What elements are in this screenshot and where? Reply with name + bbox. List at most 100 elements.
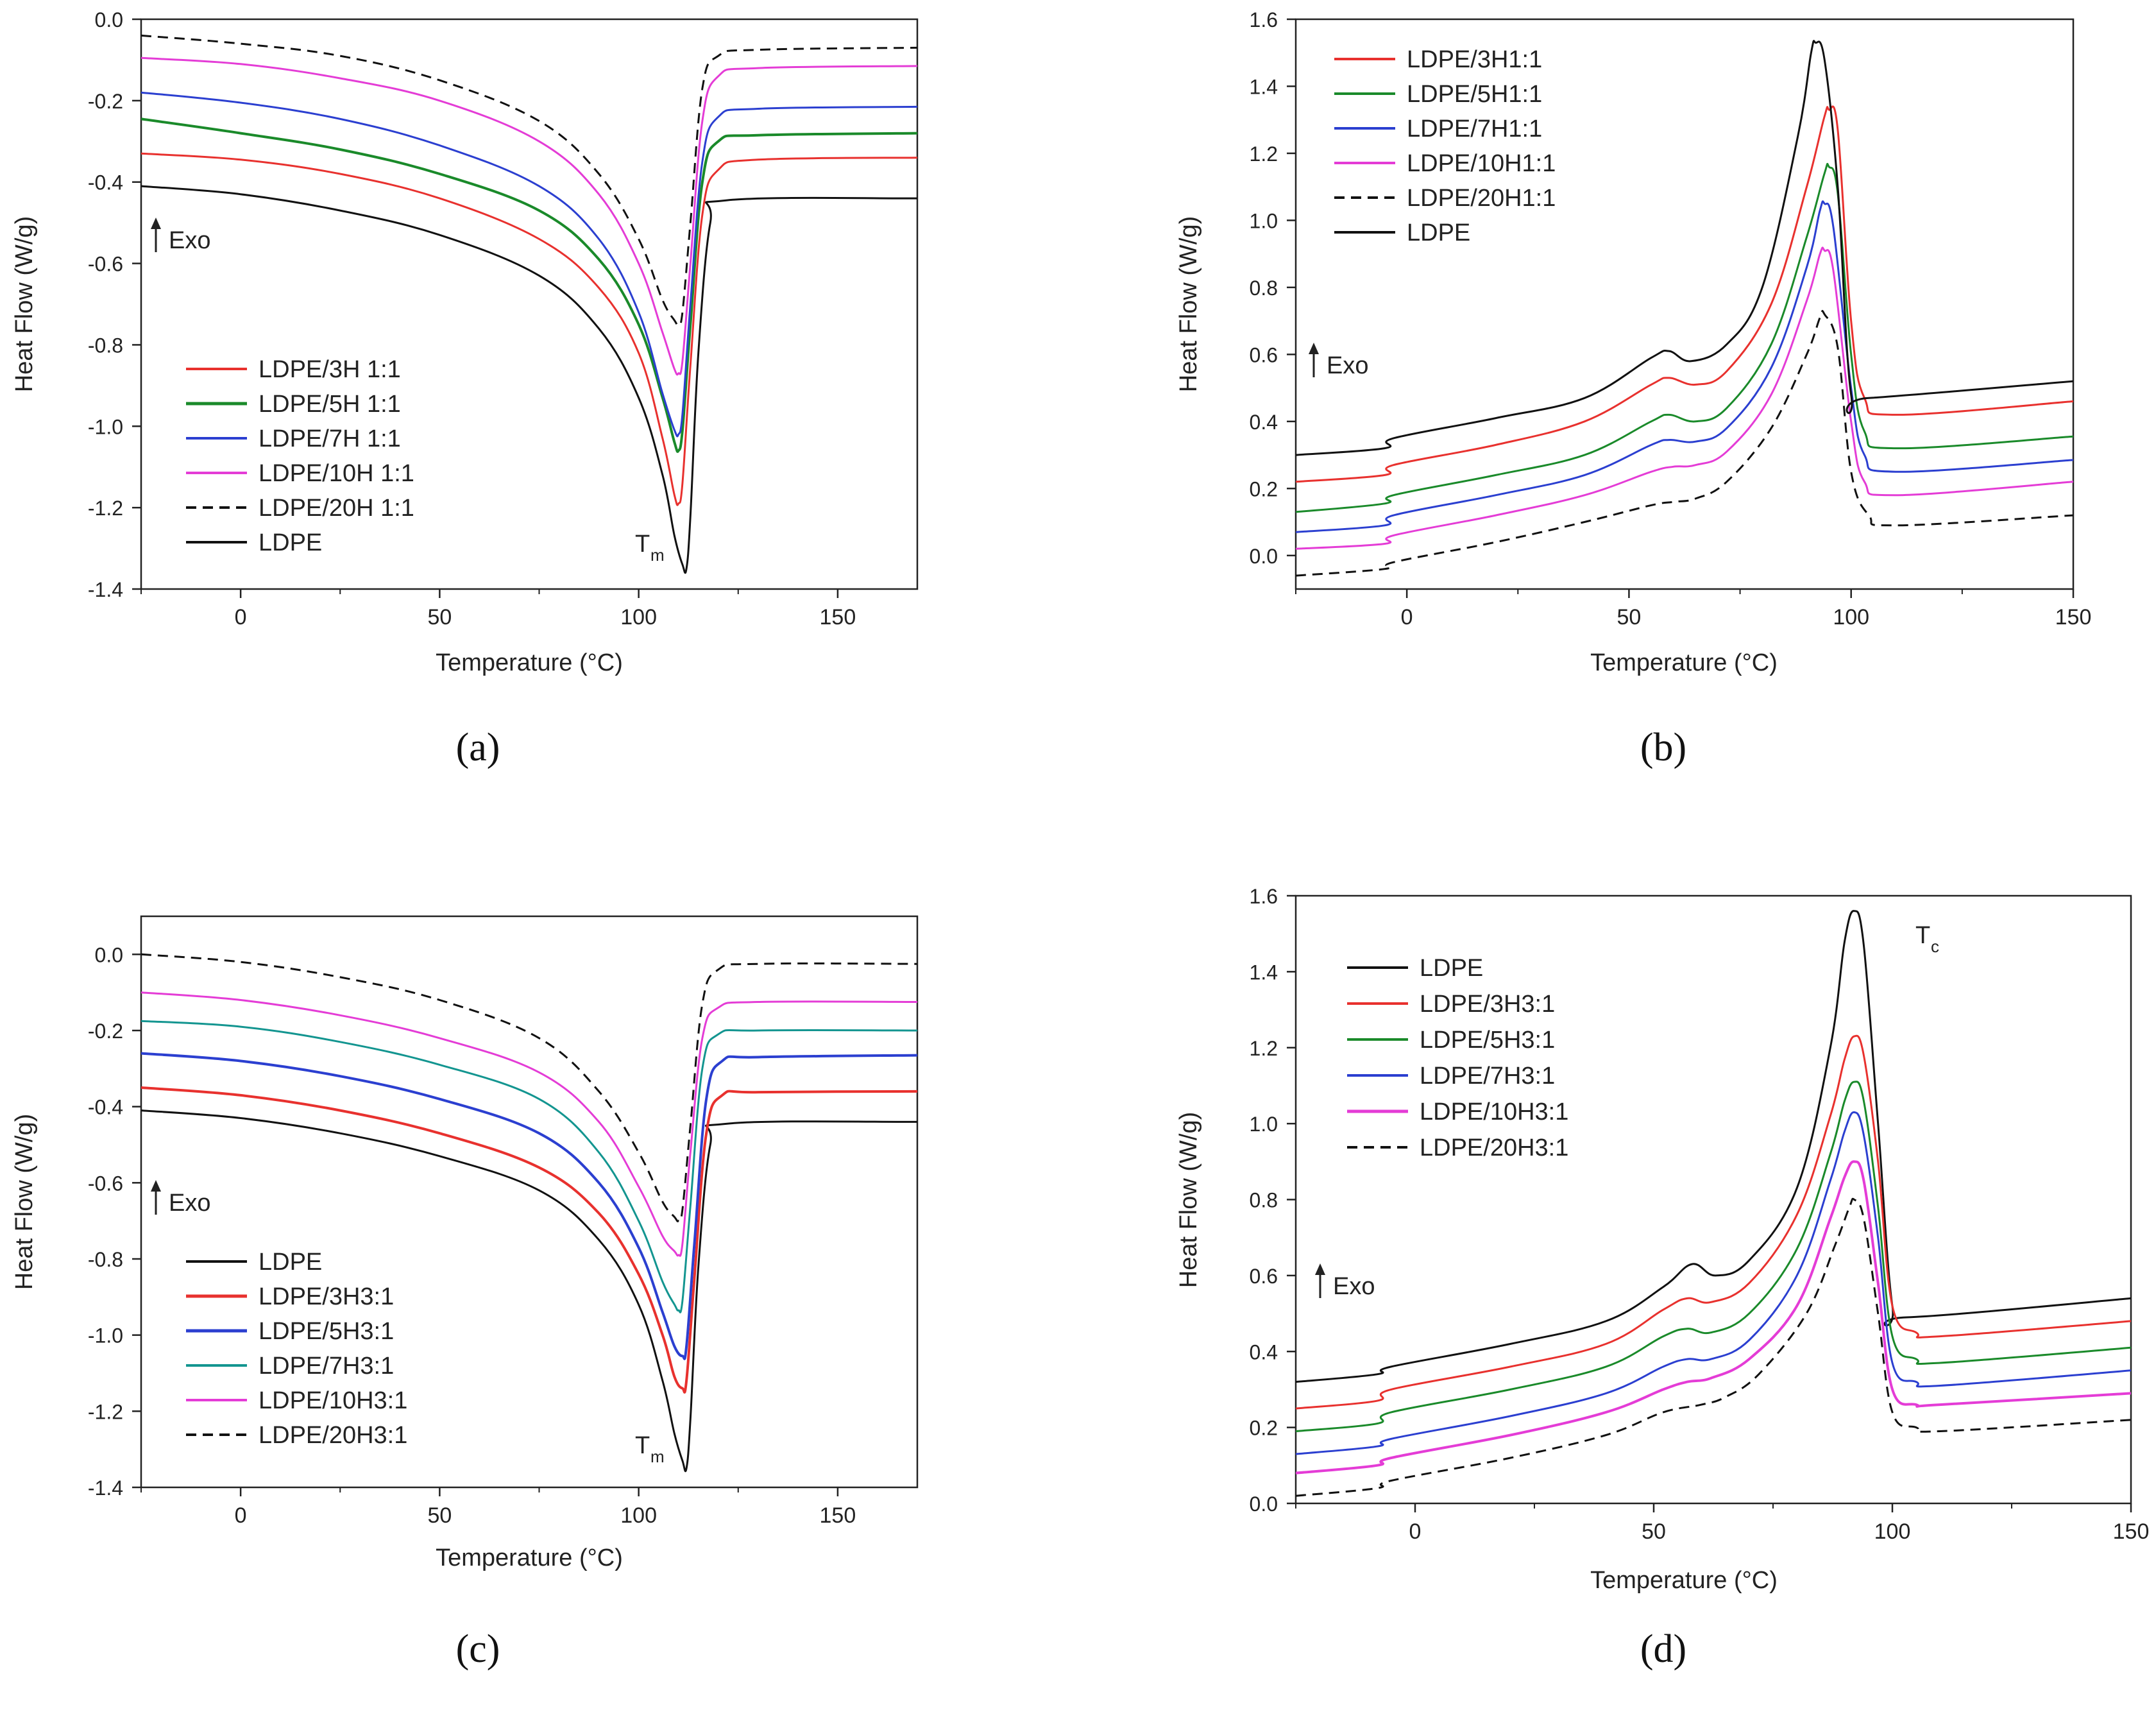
series-line-5 [141, 953, 917, 1222]
panel-caption: (d) [1640, 1627, 1686, 1671]
y-tick-label: -0.2 [88, 1020, 123, 1043]
y-tick-label: 1.2 [1250, 1037, 1278, 1060]
y-tick-label: 0.4 [1250, 411, 1278, 434]
series-line-0 [141, 1109, 917, 1473]
y-tick-label: 0.2 [1250, 1417, 1278, 1440]
panel-caption: (a) [456, 726, 500, 769]
series-line-3 [1296, 1111, 2131, 1455]
series-line-1 [1296, 162, 2073, 513]
series-line-1 [1296, 1034, 2131, 1410]
legend-label: LDPE/3H1:1 [1407, 46, 1542, 73]
series-line-4 [1296, 1160, 2131, 1475]
peak-label: T [1915, 922, 1930, 949]
legend-label: LDPE/10H 1:1 [259, 460, 414, 487]
exo-arrowhead-icon [151, 218, 161, 229]
peak-label-subscript: c [1931, 937, 1939, 956]
series-line-3 [1296, 246, 2073, 550]
exo-arrowhead-icon [1315, 1263, 1325, 1275]
panel-d: 0 50 100 150 0.0 0.2 0.4 0.6 0.8 1.0 1.2 1.4 1.6 Heat… [1175, 885, 2149, 1671]
series-line-3 [141, 1020, 917, 1313]
x-axis-label: Temperature (°C) [1590, 649, 1778, 676]
x-tick-label: 150 [2113, 1519, 2150, 1544]
series-line-3 [141, 56, 917, 376]
peak-label-subscript: m [650, 1447, 665, 1466]
series-line-4 [1296, 310, 2073, 577]
y-tick-label: 1.4 [1250, 961, 1278, 984]
exo-label: Exo [1327, 352, 1368, 379]
legend-label: LDPE/5H3:1 [259, 1318, 394, 1345]
plot-frame [140, 18, 919, 590]
x-tick-label: 100 [1874, 1519, 1911, 1544]
y-tick-label: -0.2 [88, 90, 123, 113]
legend-label: LDPE/5H 1:1 [259, 391, 401, 418]
x-tick-label: 150 [2055, 605, 2092, 629]
legend-label: LDPE/7H3:1 [1420, 1063, 1555, 1090]
plot-frame [1294, 18, 2075, 590]
y-tick-label: -1.2 [88, 497, 123, 520]
y-tick-label: -1.4 [88, 1476, 123, 1500]
legend-label: LDPE/3H3:1 [1420, 991, 1555, 1018]
x-tick-label: 50 [1617, 605, 1642, 629]
exo-label: Exo [1333, 1273, 1375, 1300]
exo-arrowhead-icon [151, 1180, 161, 1192]
y-tick-label: 0.8 [1250, 1189, 1278, 1212]
legend-label: LDPE [259, 1249, 322, 1276]
legend-label: LDPE/7H1:1 [1407, 115, 1542, 142]
y-tick-label: 1.2 [1250, 142, 1278, 166]
exo-arrowhead-icon [1309, 343, 1319, 354]
y-tick-label: -0.6 [88, 253, 123, 276]
legend-label: LDPE/7H 1:1 [259, 425, 401, 452]
legend-label: LDPE/10H3:1 [259, 1387, 407, 1414]
series-line-4 [141, 34, 917, 327]
y-tick-label: 0.4 [1250, 1340, 1278, 1364]
panel-caption: (c) [456, 1627, 500, 1671]
y-tick-label: 0.0 [95, 943, 123, 966]
y-tick-label: 0.2 [1250, 477, 1278, 500]
series-line-2 [1296, 200, 2073, 533]
series-line-5 [1296, 40, 2073, 456]
y-tick-label: -1.0 [88, 415, 123, 438]
exo-label: Exo [169, 227, 210, 254]
y-axis-label: Heat Flow (W/g) [1175, 1112, 1202, 1288]
legend-label: LDPE/5H1:1 [1407, 81, 1542, 108]
legend-label: LDPE/20H1:1 [1407, 185, 1556, 212]
y-tick-label: 1.6 [1250, 885, 1278, 908]
series-line-1 [141, 1086, 917, 1394]
legend-label: LDPE/3H3:1 [259, 1283, 394, 1310]
peak-label: T [635, 1432, 650, 1459]
y-tick-label: -0.8 [88, 334, 123, 357]
peak-label: T [635, 531, 650, 558]
y-tick-label: 1.4 [1250, 75, 1278, 98]
x-axis-label: Temperature (°C) [436, 1544, 623, 1571]
legend-label: LDPE [259, 529, 322, 556]
legend-label: LDPE/5H3:1 [1420, 1027, 1555, 1054]
panel-b: 0 50 100 150 0.0 0.2 0.4 0.6 0.8 1.0 1.2 1.4 1.6 Heat… [1175, 8, 2091, 769]
legend-label: LDPE/20H3:1 [1420, 1134, 1568, 1161]
legend-label: LDPE/10H3:1 [1420, 1099, 1568, 1125]
x-tick-label: 150 [820, 1503, 856, 1528]
x-axis-label: Temperature (°C) [1590, 1567, 1778, 1594]
x-tick-label: 0 [235, 1503, 247, 1528]
y-tick-label: 0.6 [1250, 1265, 1278, 1288]
series-line-5 [1296, 1197, 2131, 1497]
series-line-4 [141, 991, 917, 1257]
legend-label: LDPE [1407, 219, 1470, 246]
series-line-2 [141, 1052, 917, 1360]
y-tick-label: 0.0 [95, 8, 123, 31]
plot-frame [1294, 894, 2132, 1505]
legend-label: LDPE/7H3:1 [259, 1353, 394, 1380]
x-tick-label: 100 [620, 605, 657, 629]
y-tick-label: 0.6 [1250, 343, 1278, 366]
series-line-0 [141, 152, 917, 506]
panel-c: 0 50 100 150 0.0 -0.2 -0.4 -0.6 -0.8 -1.0 -1.2 -1.4… [11, 915, 919, 1671]
y-tick-label: 0.0 [1250, 1492, 1278, 1516]
series-line-5 [141, 185, 917, 574]
legend-label: LDPE/20H 1:1 [259, 495, 414, 522]
x-tick-label: 100 [1833, 605, 1869, 629]
y-tick-label: 1.6 [1250, 8, 1278, 31]
y-tick-label: 1.0 [1250, 1113, 1278, 1136]
x-tick-label: 0 [235, 605, 247, 629]
x-tick-label: 50 [427, 605, 452, 629]
legend-label: LDPE [1420, 955, 1483, 982]
